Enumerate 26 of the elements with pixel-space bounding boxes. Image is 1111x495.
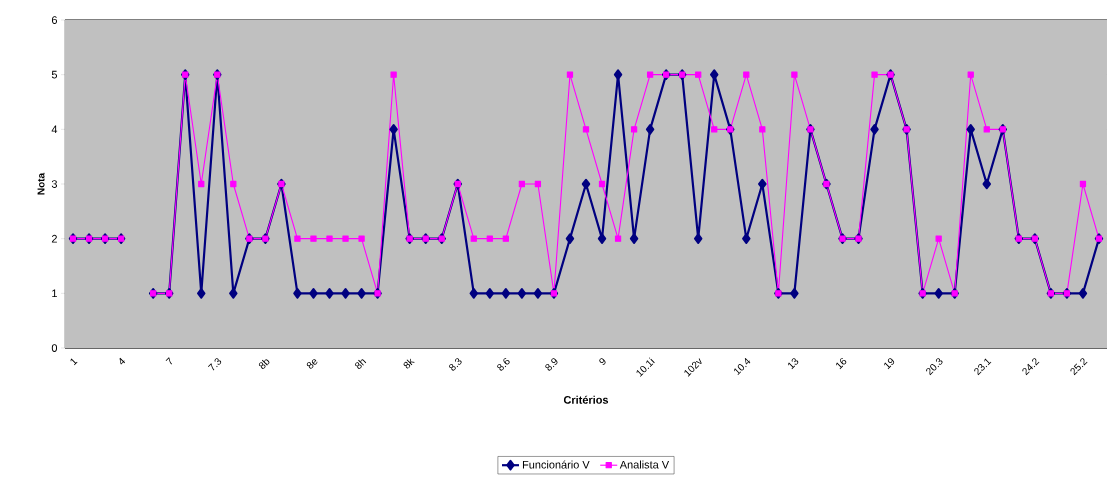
x-axis-title: Critérios: [563, 395, 609, 404]
legend-label: Funcionário V: [522, 460, 590, 469]
y-tick-label: 4: [51, 125, 58, 134]
y-axis-title: Nota: [37, 172, 45, 195]
x-tick-label: 7: [165, 357, 173, 365]
x-tick-label: 8h: [355, 359, 367, 369]
x-tick-label: 8b: [258, 359, 270, 369]
legend-label: Analista V: [619, 460, 670, 469]
y-tick-label: 5: [51, 70, 58, 79]
x-tick-label: 13: [788, 358, 799, 370]
x-tick-label: 8k: [403, 358, 415, 369]
x-tick-label: 1: [70, 358, 78, 366]
x-tick-label: 8.3: [449, 358, 462, 371]
y-tick-label: 3: [51, 180, 57, 188]
x-tick-label: 8.6: [497, 358, 510, 371]
y-tick-label: 6: [51, 16, 57, 24]
x-tick-label: 7.3: [207, 358, 222, 371]
y-tick-label: 1: [52, 289, 57, 298]
y-tick-label: 2: [51, 234, 57, 243]
x-tick-label: 8.9: [545, 358, 558, 371]
x-tick-label: 4: [119, 357, 126, 365]
x-tick-label: 16: [836, 358, 847, 370]
x-tick-label: 8e: [306, 359, 318, 369]
x-tick-label: 19: [884, 358, 895, 370]
x-tick-label: 9: [599, 358, 606, 365]
y-tick-label: 0: [51, 344, 58, 352]
